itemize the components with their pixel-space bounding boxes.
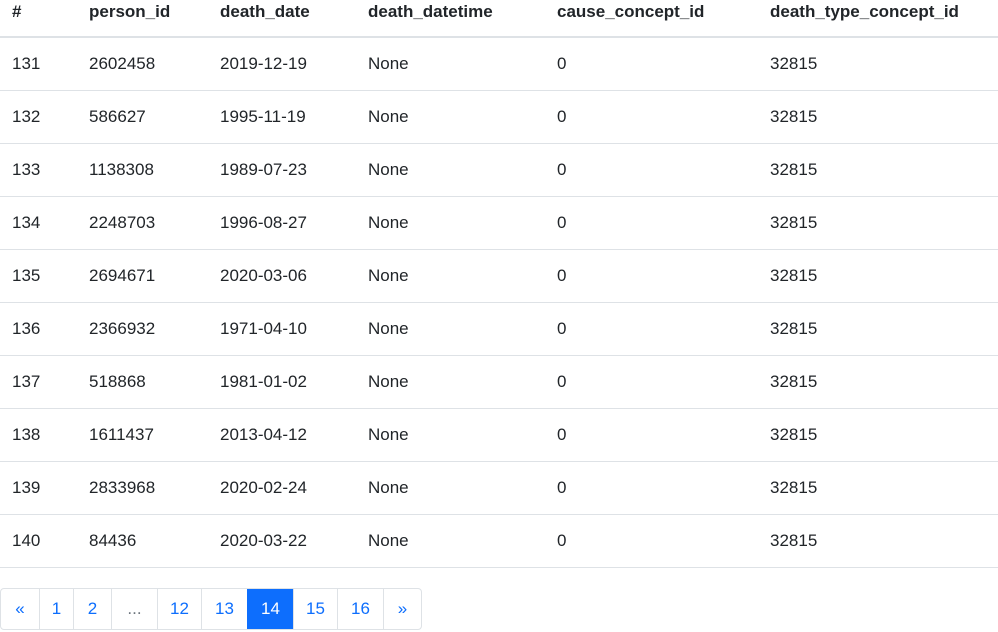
page-first-button[interactable]: « bbox=[15, 599, 25, 618]
table-cell-person-id: 1611437 bbox=[89, 408, 220, 462]
table-cell-cause-concept-id: 0 bbox=[557, 249, 770, 303]
page-14-button[interactable]: 14 bbox=[247, 589, 293, 629]
table-row[interactable]: 136 2366932 1971-04-10 None 0 32815 bbox=[0, 302, 998, 356]
table-cell-cause-concept-id: 0 bbox=[557, 302, 770, 356]
table-cell-death-date: 2019-12-19 bbox=[220, 37, 368, 91]
table-cell-death-type-concept-id: 32815 bbox=[770, 514, 998, 568]
table-cell-person-id: 518868 bbox=[89, 355, 220, 409]
pagination: «1 2... 12 13 14 15 16» bbox=[0, 588, 422, 630]
table-cell-index: 134 bbox=[0, 196, 89, 250]
table-cell-death-date: 2020-03-22 bbox=[220, 514, 368, 568]
table-cell-death-datetime: None bbox=[368, 461, 557, 515]
page-16-button[interactable]: 16 bbox=[337, 589, 383, 629]
table-cell-death-date: 1971-04-10 bbox=[220, 302, 368, 356]
page-1-button[interactable]: 1 bbox=[39, 589, 73, 629]
table-cell-death-type-concept-id: 32815 bbox=[770, 408, 998, 462]
page-2-button[interactable]: 2 bbox=[73, 589, 111, 629]
table-cell-death-date: 1996-08-27 bbox=[220, 196, 368, 250]
column-header-cause-concept-id[interactable]: cause_concept_id bbox=[557, 0, 770, 38]
table-cell-death-datetime: None bbox=[368, 37, 557, 91]
table-cell-index: 139 bbox=[0, 461, 89, 515]
table-cell-death-datetime: None bbox=[368, 143, 557, 197]
table-cell-death-date: 1981-01-02 bbox=[220, 355, 368, 409]
table-cell-cause-concept-id: 0 bbox=[557, 37, 770, 91]
table-cell-cause-concept-id: 0 bbox=[557, 514, 770, 568]
table-cell-cause-concept-id: 0 bbox=[557, 143, 770, 197]
table-cell-person-id: 2366932 bbox=[89, 302, 220, 356]
table-cell-death-type-concept-id: 32815 bbox=[770, 196, 998, 250]
table-cell-cause-concept-id: 0 bbox=[557, 90, 770, 144]
column-header-person-id[interactable]: person_id bbox=[89, 0, 220, 38]
table-cell-index: 132 bbox=[0, 90, 89, 144]
death-records-table: # person_id death_date death_datetime ca… bbox=[0, 0, 998, 568]
column-header-death-type-concept-id[interactable]: death_type_concept_id bbox=[770, 0, 998, 38]
page-ellipsis: ... bbox=[111, 589, 157, 629]
table-row[interactable]: 131 2602458 2019-12-19 None 0 32815 bbox=[0, 37, 998, 91]
table-cell-index: 133 bbox=[0, 143, 89, 197]
table-cell-index: 137 bbox=[0, 355, 89, 409]
table-cell-death-type-concept-id: 32815 bbox=[770, 90, 998, 144]
table-cell-person-id: 2248703 bbox=[89, 196, 220, 250]
table-header-row: # person_id death_date death_datetime ca… bbox=[0, 0, 998, 38]
table-row[interactable]: 135 2694671 2020-03-06 None 0 32815 bbox=[0, 249, 998, 303]
table-cell-death-date: 2013-04-12 bbox=[220, 408, 368, 462]
table-cell-person-id: 2833968 bbox=[89, 461, 220, 515]
table-cell-death-type-concept-id: 32815 bbox=[770, 249, 998, 303]
table-cell-cause-concept-id: 0 bbox=[557, 196, 770, 250]
table-body: 131 2602458 2019-12-19 None 0 32815 132 586627 1… bbox=[0, 37, 998, 568]
table-row[interactable]: 139 2833968 2020-02-24 None 0 32815 bbox=[0, 461, 998, 515]
table-row[interactable]: 140 84436 2020-03-22 None 0 32815 bbox=[0, 514, 998, 568]
page-15-button[interactable]: 15 bbox=[293, 589, 337, 629]
table-cell-death-date: 1995-11-19 bbox=[220, 90, 368, 144]
table-cell-death-date: 1989-07-23 bbox=[220, 143, 368, 197]
table-cell-death-datetime: None bbox=[368, 302, 557, 356]
table-cell-cause-concept-id: 0 bbox=[557, 355, 770, 409]
table-cell-index: 135 bbox=[0, 249, 89, 303]
table-row[interactable]: 134 2248703 1996-08-27 None 0 32815 bbox=[0, 196, 998, 250]
table-row[interactable]: 137 518868 1981-01-02 None 0 32815 bbox=[0, 355, 998, 409]
table-cell-cause-concept-id: 0 bbox=[557, 408, 770, 462]
table-cell-cause-concept-id: 0 bbox=[557, 461, 770, 515]
table-cell-person-id: 2694671 bbox=[89, 249, 220, 303]
column-header-death-datetime[interactable]: death_datetime bbox=[368, 0, 557, 38]
table-cell-index: 131 bbox=[0, 37, 89, 91]
table-cell-person-id: 84436 bbox=[89, 514, 220, 568]
table-cell-death-type-concept-id: 32815 bbox=[770, 143, 998, 197]
table-cell-index: 136 bbox=[0, 302, 89, 356]
column-header-index[interactable]: # bbox=[0, 0, 89, 38]
table-cell-index: 140 bbox=[0, 514, 89, 568]
page-13-button[interactable]: 13 bbox=[201, 589, 247, 629]
table-cell-death-type-concept-id: 32815 bbox=[770, 302, 998, 356]
table-cell-death-datetime: None bbox=[368, 408, 557, 462]
table-cell-person-id: 1138308 bbox=[89, 143, 220, 197]
page-12-button[interactable]: 12 bbox=[157, 589, 201, 629]
table-cell-death-type-concept-id: 32815 bbox=[770, 37, 998, 91]
table-cell-person-id: 2602458 bbox=[89, 37, 220, 91]
table-cell-death-date: 2020-03-06 bbox=[220, 249, 368, 303]
page-last-button[interactable]: » bbox=[383, 589, 421, 629]
table-cell-person-id: 586627 bbox=[89, 90, 220, 144]
table-cell-death-datetime: None bbox=[368, 514, 557, 568]
table-cell-death-datetime: None bbox=[368, 196, 557, 250]
table-cell-death-datetime: None bbox=[368, 355, 557, 409]
table-cell-death-type-concept-id: 32815 bbox=[770, 461, 998, 515]
table-cell-death-type-concept-id: 32815 bbox=[770, 355, 998, 409]
table-cell-index: 138 bbox=[0, 408, 89, 462]
table-row[interactable]: 138 1611437 2013-04-12 None 0 32815 bbox=[0, 408, 998, 462]
table-cell-death-date: 2020-02-24 bbox=[220, 461, 368, 515]
column-header-death-date[interactable]: death_date bbox=[220, 0, 368, 38]
table-row[interactable]: 132 586627 1995-11-19 None 0 32815 bbox=[0, 90, 998, 144]
table-cell-death-datetime: None bbox=[368, 90, 557, 144]
table-cell-death-datetime: None bbox=[368, 249, 557, 303]
table-row[interactable]: 133 1138308 1989-07-23 None 0 32815 bbox=[0, 143, 998, 197]
